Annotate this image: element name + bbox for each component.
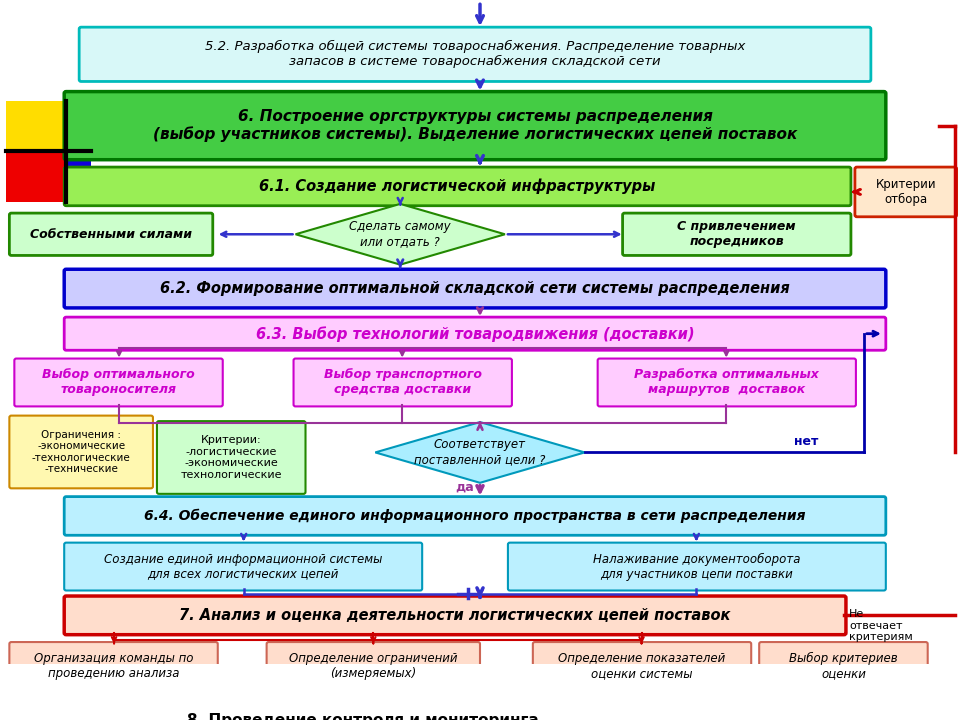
Text: 7. Анализ и оценка деятельности логистических цепей поставок: 7. Анализ и оценка деятельности логистич… xyxy=(180,608,731,623)
FancyBboxPatch shape xyxy=(64,91,886,160)
Polygon shape xyxy=(296,204,505,265)
FancyBboxPatch shape xyxy=(64,543,422,590)
Bar xyxy=(7,101,66,151)
Text: Организация команды по
проведению анализа: Организация команды по проведению анализ… xyxy=(34,652,193,680)
FancyBboxPatch shape xyxy=(533,642,752,690)
Text: Не
отвечает
критериям: Не отвечает критериям xyxy=(849,609,913,642)
FancyBboxPatch shape xyxy=(598,359,856,406)
Text: Критерии:
-логистические
-экономические
технологические: Критерии: -логистические -экономические … xyxy=(180,435,282,480)
Bar xyxy=(66,151,91,202)
FancyBboxPatch shape xyxy=(267,642,480,690)
Text: нет: нет xyxy=(794,435,819,448)
FancyBboxPatch shape xyxy=(508,543,886,590)
FancyBboxPatch shape xyxy=(64,269,886,308)
FancyBboxPatch shape xyxy=(14,359,223,406)
Text: 5.2. Разработка общей системы товароснабжения. Распределение товарных
запасов в : 5.2. Разработка общей системы товароснаб… xyxy=(204,40,745,68)
FancyBboxPatch shape xyxy=(167,699,560,720)
Text: да: да xyxy=(455,481,474,494)
Text: Соответствует
поставленной цели ?: Соответствует поставленной цели ? xyxy=(415,438,545,467)
FancyBboxPatch shape xyxy=(623,213,851,256)
Text: Налаживание документооборота
для участников цепи поставки: Налаживание документооборота для участни… xyxy=(593,552,801,580)
Text: Выбор транспортного
средства доставки: Выбор транспортного средства доставки xyxy=(324,369,482,397)
Text: 8. Проведение контроля и мониторинга: 8. Проведение контроля и мониторинга xyxy=(187,713,540,720)
Text: 6. Построение оргструктуры системы распределения
(выбор участников системы). Выд: 6. Построение оргструктуры системы распр… xyxy=(153,109,797,143)
Bar xyxy=(7,151,66,202)
Text: Собственными силами: Собственными силами xyxy=(30,228,192,240)
Text: Создание единой информационной системы
для всех логистических цепей: Создание единой информационной системы д… xyxy=(104,552,382,580)
Text: Критерии
отбора: Критерии отбора xyxy=(876,178,936,206)
FancyBboxPatch shape xyxy=(156,421,305,494)
Text: 6.4. Обеспечение единого информационного пространства в сети распределения: 6.4. Обеспечение единого информационного… xyxy=(144,509,805,523)
Text: Разработка оптимальных
маршрутов  доставок: Разработка оптимальных маршрутов доставо… xyxy=(635,369,819,397)
FancyBboxPatch shape xyxy=(64,167,851,206)
Text: 6.1. Создание логистической инфраструктуры: 6.1. Создание логистической инфраструкту… xyxy=(259,179,656,194)
Text: 6.2. Формирование оптимальной складской сети системы распределения: 6.2. Формирование оптимальной складской … xyxy=(160,281,790,296)
FancyBboxPatch shape xyxy=(10,415,153,488)
Text: С привлечением
посредников: С привлечением посредников xyxy=(678,220,796,248)
Text: Определение показателей
оценки системы: Определение показателей оценки системы xyxy=(559,652,726,680)
FancyBboxPatch shape xyxy=(10,642,218,690)
Text: Определение ограничений
(измеряемых): Определение ограничений (измеряемых) xyxy=(289,652,458,680)
Text: 6.3. Выбор технологий товародвижения (доставки): 6.3. Выбор технологий товародвижения (до… xyxy=(255,326,694,341)
FancyBboxPatch shape xyxy=(294,359,512,406)
FancyBboxPatch shape xyxy=(64,596,846,635)
FancyBboxPatch shape xyxy=(64,497,886,535)
Text: Сделать самому
или отдать ?: Сделать самому или отдать ? xyxy=(349,220,451,248)
FancyBboxPatch shape xyxy=(759,642,927,690)
FancyBboxPatch shape xyxy=(855,167,956,217)
FancyBboxPatch shape xyxy=(10,213,213,256)
FancyBboxPatch shape xyxy=(64,317,886,350)
Text: Выбор оптимального
товароносителя: Выбор оптимального товароносителя xyxy=(42,369,195,397)
Text: Ограничения :
-экономические
-технологические
-технические: Ограничения : -экономические -технологич… xyxy=(32,430,131,474)
Text: Выбор критериев
оценки: Выбор критериев оценки xyxy=(789,652,898,680)
FancyBboxPatch shape xyxy=(79,27,871,81)
Polygon shape xyxy=(375,422,585,483)
